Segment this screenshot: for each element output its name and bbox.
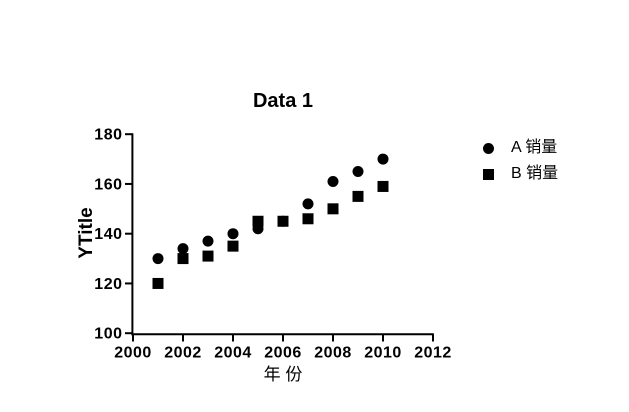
x-tick-label: 2006: [264, 345, 302, 362]
data-point-b: [377, 180, 389, 192]
data-point-a: [152, 253, 164, 265]
data-point-a: [227, 228, 239, 240]
x-tick-label: 2008: [314, 345, 352, 362]
data-point-b: [302, 213, 314, 225]
data-point-a: [327, 175, 339, 187]
data-points: [152, 153, 389, 289]
circle-marker-icon: [483, 142, 494, 154]
data-point-b: [177, 253, 189, 265]
chart-title: Data 1: [252, 90, 314, 112]
x-tick-label: 2012: [414, 345, 452, 362]
data-point-b: [202, 250, 214, 262]
data-point-b: [352, 190, 364, 202]
data-point-a: [202, 235, 214, 247]
data-point-a: [352, 166, 364, 178]
y-axis-ticks: 100 120 140 160 180: [94, 127, 132, 343]
x-tick-label: 2002: [164, 345, 202, 362]
y-tick-label: 160: [94, 176, 122, 193]
x-axis-ticks: 2000 2002 2004 2006 2008 2010 2012: [114, 334, 452, 362]
data-point-b: [152, 277, 164, 289]
y-tick-label: 140: [94, 226, 122, 243]
data-point-b: [277, 215, 289, 227]
data-point-a: [177, 243, 189, 255]
data-point-a: [302, 198, 314, 210]
y-tick-label: 120: [94, 276, 122, 293]
data-point-b: [227, 240, 239, 252]
x-axis-title: 年 份: [263, 365, 303, 384]
x-tick-label: 2010: [364, 345, 402, 362]
x-tick-label: 2000: [114, 345, 152, 362]
data-point-b: [327, 203, 339, 215]
data-point-a: [377, 153, 389, 165]
x-tick-label: 2004: [214, 345, 252, 362]
legend-label-a: A 销量: [511, 139, 558, 156]
data-point-b: [252, 215, 264, 227]
y-tick-label: 180: [94, 127, 122, 144]
legend-item-b: B 销量: [483, 161, 558, 187]
legend-item-a: A 销量: [483, 135, 558, 161]
legend: A 销量 B 销量: [483, 135, 558, 187]
y-tick-label: 100: [94, 326, 122, 343]
legend-label-b: B 销量: [511, 165, 559, 182]
square-marker-icon: [483, 168, 494, 180]
